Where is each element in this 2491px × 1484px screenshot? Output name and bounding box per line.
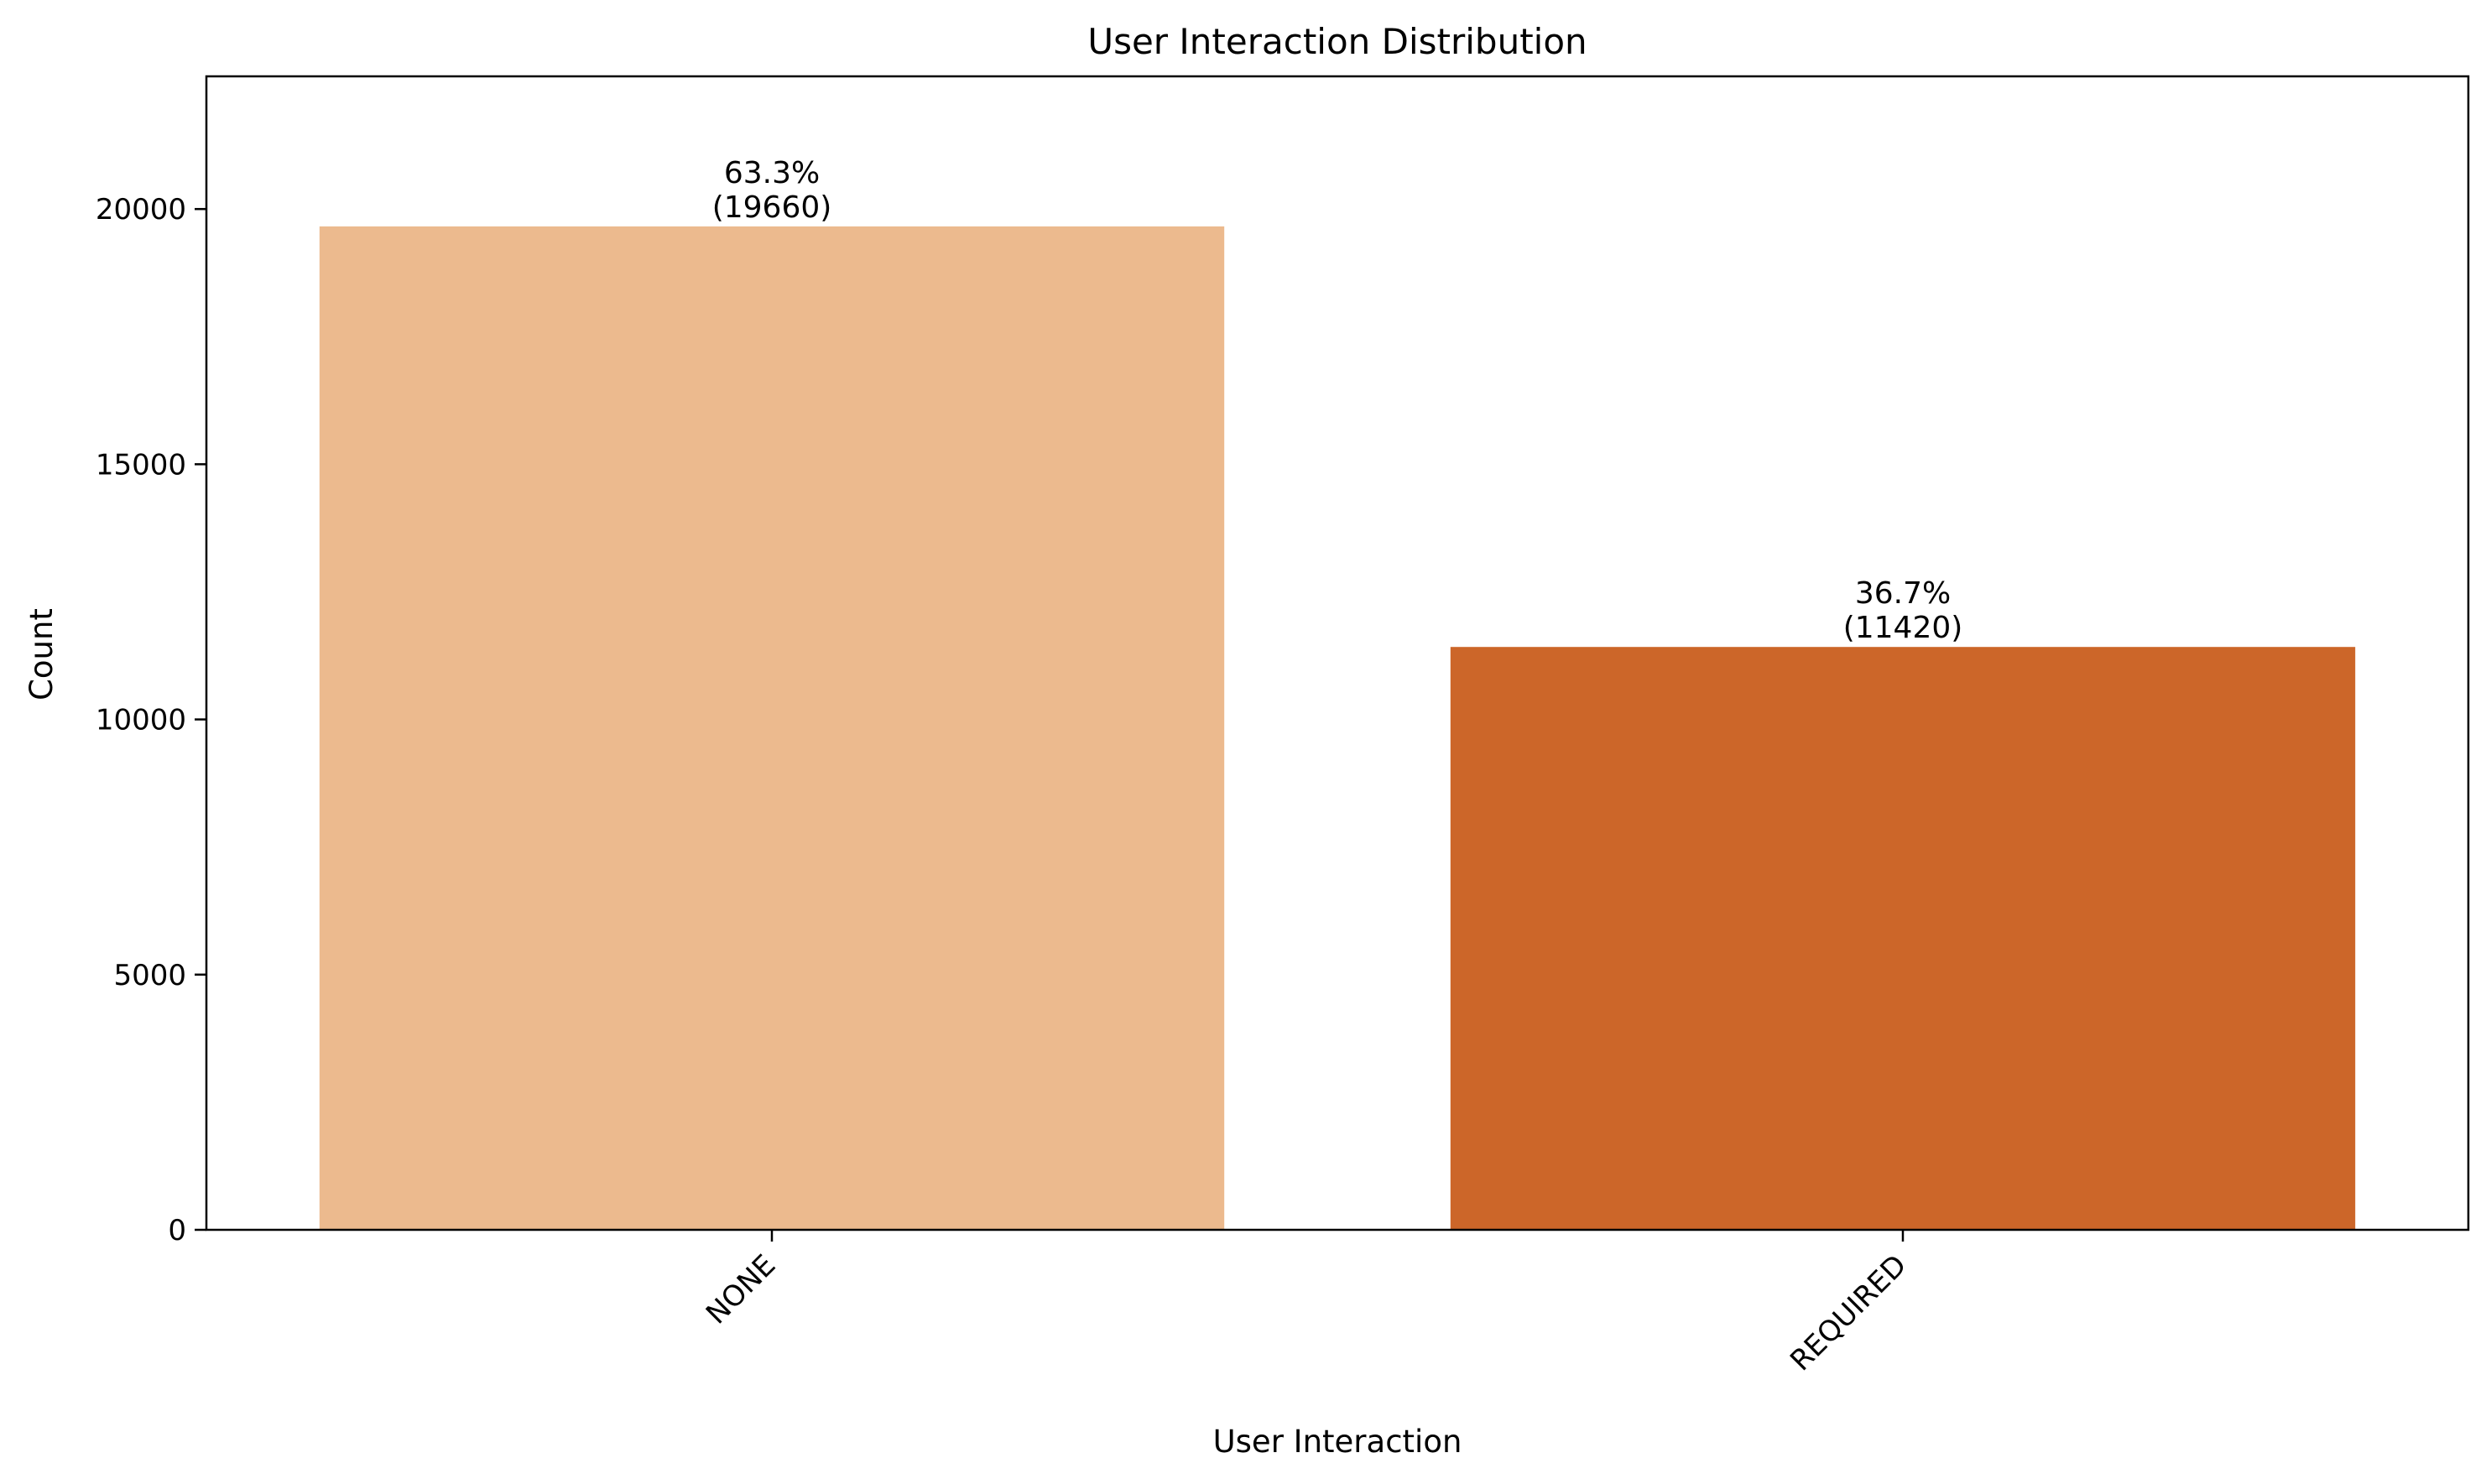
y-tick-label: 10000 bbox=[96, 704, 186, 737]
y-tick-label: 15000 bbox=[96, 448, 186, 482]
bars-layer bbox=[319, 226, 2356, 1230]
bar-none bbox=[319, 226, 1225, 1230]
y-tick-label: 20000 bbox=[96, 193, 186, 227]
x-axis-label: User Interaction bbox=[1213, 1424, 1462, 1460]
bar-labels-layer: 63.3%(19660) 36.7%(11420) bbox=[712, 156, 1963, 645]
y-tick-label: 5000 bbox=[113, 959, 186, 992]
plot-frame bbox=[205, 75, 2470, 1231]
bar-count-label: (19660) bbox=[712, 190, 832, 225]
bar-required bbox=[1450, 647, 2356, 1230]
bar-percent-label: 63.3% bbox=[724, 156, 820, 190]
chart-title: User Interaction Distribution bbox=[1087, 21, 1587, 62]
y-tick-label: 0 bbox=[168, 1214, 186, 1247]
bar-percent-label: 36.7% bbox=[1855, 576, 1951, 611]
bar-count-label: (11420) bbox=[1843, 611, 1963, 645]
y-axis-label: Count bbox=[23, 608, 60, 700]
